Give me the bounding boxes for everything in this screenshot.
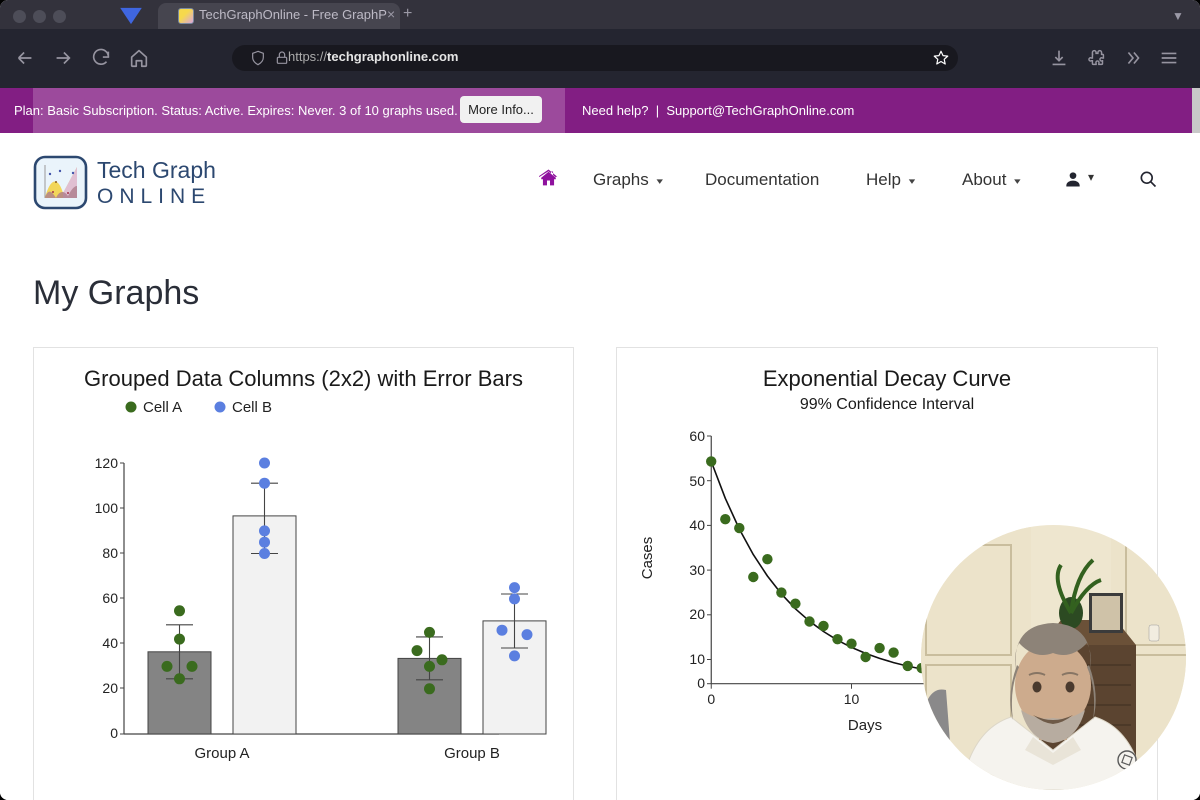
svg-text:0: 0: [707, 691, 715, 707]
svg-text:50: 50: [689, 473, 705, 489]
svg-text:Group A: Group A: [194, 745, 249, 762]
svg-text:Group B: Group B: [444, 745, 500, 762]
svg-text:10: 10: [844, 691, 860, 707]
svg-text:80: 80: [102, 545, 118, 561]
svg-text:20: 20: [102, 680, 118, 696]
svg-text:0: 0: [110, 725, 118, 741]
svg-text:Cell A: Cell A: [143, 399, 182, 416]
svg-text:40: 40: [689, 517, 705, 533]
svg-text:10: 10: [689, 651, 705, 667]
svg-text:Cell B: Cell B: [232, 399, 272, 416]
svg-text:60: 60: [689, 428, 705, 444]
svg-text:40: 40: [102, 635, 118, 651]
svg-text:100: 100: [95, 500, 119, 516]
svg-text:20: 20: [689, 606, 705, 622]
svg-text:120: 120: [95, 455, 119, 471]
svg-text:30: 30: [689, 562, 705, 578]
svg-text:0: 0: [697, 675, 705, 691]
svg-text:60: 60: [102, 590, 118, 606]
svg-text:Cases: Cases: [639, 537, 656, 580]
svg-text:Days: Days: [848, 717, 882, 734]
